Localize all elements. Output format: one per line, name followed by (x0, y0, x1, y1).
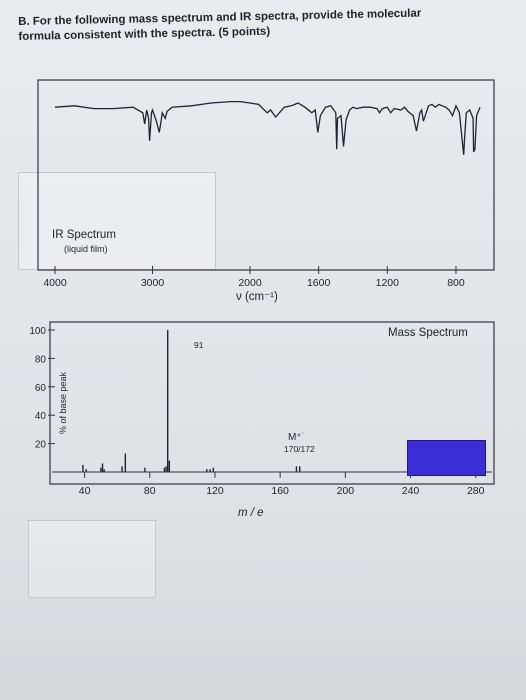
ir-sublabel: (liquid film) (64, 244, 108, 254)
ms-x-tick-label: 120 (206, 485, 224, 497)
ms-y-tick-label: 20 (35, 440, 47, 451)
ir-trace (54, 100, 481, 155)
ir-label: IR Spectrum (52, 229, 116, 241)
ms-mplus-values: 170/172 (284, 444, 315, 454)
ms-label: Mass Spectrum (388, 327, 468, 339)
background-panel (18, 172, 216, 270)
ir-tick-label: 800 (447, 277, 465, 289)
ms-bars (82, 330, 301, 472)
ms-plot-frame (49, 321, 495, 485)
background-shading (0, 520, 526, 700)
ms-y-tick-label: 100 (29, 326, 46, 337)
ms-xlabel: m / e (238, 507, 264, 519)
ms-mplus-label: M⁺˙ (288, 432, 305, 443)
ir-series (54, 100, 481, 155)
background-panel-lower (28, 520, 156, 598)
ms-y-tick-label: 60 (35, 383, 47, 394)
ir-tick-label: 4000 (43, 277, 67, 289)
ir-tick-label: 1600 (307, 277, 331, 289)
ms-x-tick-label: 160 (271, 485, 289, 497)
ir-tick-label: 2000 (238, 277, 262, 289)
ms-y-tick-label: 40 (35, 411, 47, 422)
blue-highlight-block (407, 440, 486, 476)
ms-peak-label: 91 (194, 340, 204, 350)
ir-tick-label: 1200 (376, 277, 400, 289)
ms-x-tick-label: 240 (402, 485, 420, 497)
ms-x-tick-label: 80 (144, 485, 156, 497)
ms-x-tick-label: 40 (79, 485, 91, 497)
ir-tick-label: 3000 (141, 277, 165, 289)
ir-xlabel: ν (cm⁻¹) (236, 291, 278, 303)
ms-y-tick-label: 80 (35, 354, 47, 365)
ms-x-tick-label: 280 (467, 485, 485, 497)
ir-axis-ticks: 4000 3000 2000 1600 1200 800 (38, 266, 494, 289)
ms-x-tick-label: 200 (337, 485, 355, 497)
ms-ylabel: % of base peak (58, 371, 68, 434)
